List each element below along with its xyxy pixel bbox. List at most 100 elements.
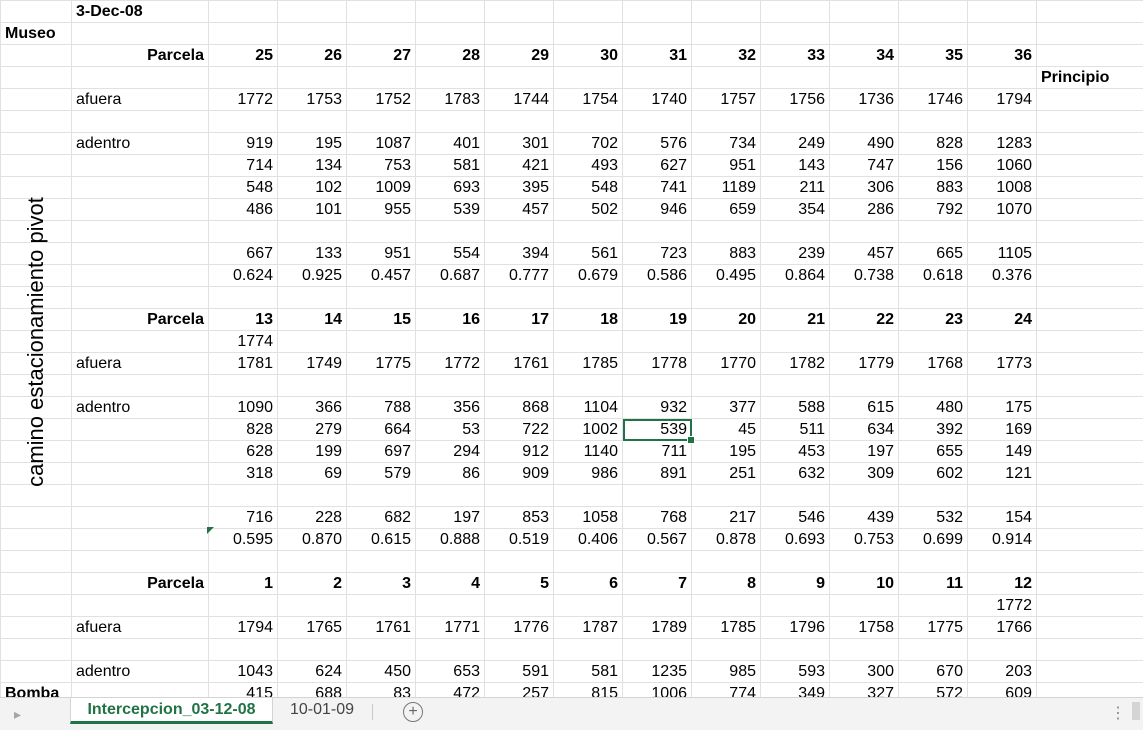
cell[interactable] [898,66,968,89]
cell[interactable] [1036,308,1143,331]
cell[interactable]: 532 [898,506,968,529]
cell[interactable] [829,330,899,353]
cell[interactable]: 101 [277,198,347,221]
cell[interactable] [415,110,485,133]
cell[interactable] [1036,220,1143,243]
cell[interactable] [1036,154,1143,177]
cell[interactable]: 1757 [691,88,761,111]
cell[interactable] [484,0,554,23]
cell[interactable]: 29 [484,44,554,67]
cell[interactable]: 4 [415,572,485,595]
cell[interactable]: 0.878 [691,528,761,551]
cell[interactable] [553,286,623,309]
cell[interactable]: 0.687 [415,264,485,287]
cell[interactable]: 0.586 [622,264,692,287]
cell[interactable]: 546 [760,506,830,529]
cell[interactable]: 294 [415,440,485,463]
horizontal-scrollbar[interactable] [1132,702,1140,720]
scroll-tabs-arrow-icon[interactable]: ▸ [14,706,22,722]
cell[interactable] [0,308,72,331]
cell[interactable]: 486 [208,198,278,221]
cell[interactable]: 7 [622,572,692,595]
cell[interactable]: 1283 [967,132,1037,155]
cell[interactable] [1036,506,1143,529]
cell[interactable]: 711 [622,440,692,463]
cell[interactable] [415,220,485,243]
cell[interactable]: 279 [277,418,347,441]
cell[interactable] [760,550,830,573]
cell[interactable]: 548 [208,176,278,199]
cell[interactable]: 354 [760,198,830,221]
cell[interactable] [1036,242,1143,265]
cell[interactable] [71,22,209,45]
cell[interactable] [0,110,72,133]
cell[interactable]: 45 [691,418,761,441]
cell[interactable]: 1781 [208,352,278,375]
cell[interactable]: 1746 [898,88,968,111]
cell[interactable] [208,484,278,507]
cell[interactable]: 195 [691,440,761,463]
cell[interactable]: 21 [760,308,830,331]
cell[interactable] [1036,44,1143,67]
cell[interactable]: 356 [415,396,485,419]
cell[interactable]: 33 [760,44,830,67]
cell[interactable] [71,176,209,199]
cell[interactable]: 149 [967,440,1037,463]
cell[interactable] [1036,264,1143,287]
cell[interactable]: 0.777 [484,264,554,287]
cell[interactable]: 891 [622,462,692,485]
cell[interactable] [691,594,761,617]
cell[interactable]: 1789 [622,616,692,639]
cell[interactable]: 602 [898,462,968,485]
cell[interactable]: 1754 [553,88,623,111]
cell[interactable] [898,330,968,353]
cell[interactable]: 154 [967,506,1037,529]
cell[interactable]: 1749 [277,352,347,375]
cell[interactable] [415,638,485,661]
cell[interactable] [898,22,968,45]
cell[interactable]: 169 [967,418,1037,441]
cell[interactable] [622,22,692,45]
cell[interactable] [71,528,209,551]
cell[interactable] [691,484,761,507]
cell[interactable]: 653 [415,660,485,683]
cell[interactable]: 1775 [346,352,416,375]
cell[interactable]: 723 [622,242,692,265]
cell[interactable]: 228 [277,506,347,529]
cell[interactable] [0,198,72,221]
cell[interactable]: 670 [898,660,968,683]
cell[interactable]: 1787 [553,616,623,639]
cell[interactable] [71,594,209,617]
cell[interactable] [622,110,692,133]
cell[interactable]: 0.618 [898,264,968,287]
cell[interactable] [277,66,347,89]
cell[interactable]: 395 [484,176,554,199]
cell[interactable] [277,330,347,353]
cell[interactable]: 1140 [553,440,623,463]
cell[interactable] [691,110,761,133]
cell[interactable] [71,484,209,507]
cell[interactable] [208,550,278,573]
cell[interactable] [967,484,1037,507]
cell[interactable]: 1794 [208,616,278,639]
cell[interactable] [484,638,554,661]
cell[interactable]: 593 [760,660,830,683]
cell[interactable] [760,638,830,661]
cell[interactable]: 286 [829,198,899,221]
cell[interactable] [622,330,692,353]
cell[interactable] [553,0,623,23]
cell[interactable] [346,484,416,507]
cell[interactable] [415,66,485,89]
parcela-label[interactable]: Parcela [71,308,209,331]
cell[interactable]: 19 [622,308,692,331]
cell[interactable] [346,286,416,309]
cell[interactable] [760,0,830,23]
cell[interactable] [691,0,761,23]
cell[interactable] [1036,484,1143,507]
cell[interactable]: 12 [967,572,1037,595]
cell[interactable] [760,66,830,89]
cell[interactable]: 912 [484,440,554,463]
museo-label[interactable]: Museo [0,22,72,45]
cell[interactable]: 1090 [208,396,278,419]
cell[interactable] [0,154,72,177]
